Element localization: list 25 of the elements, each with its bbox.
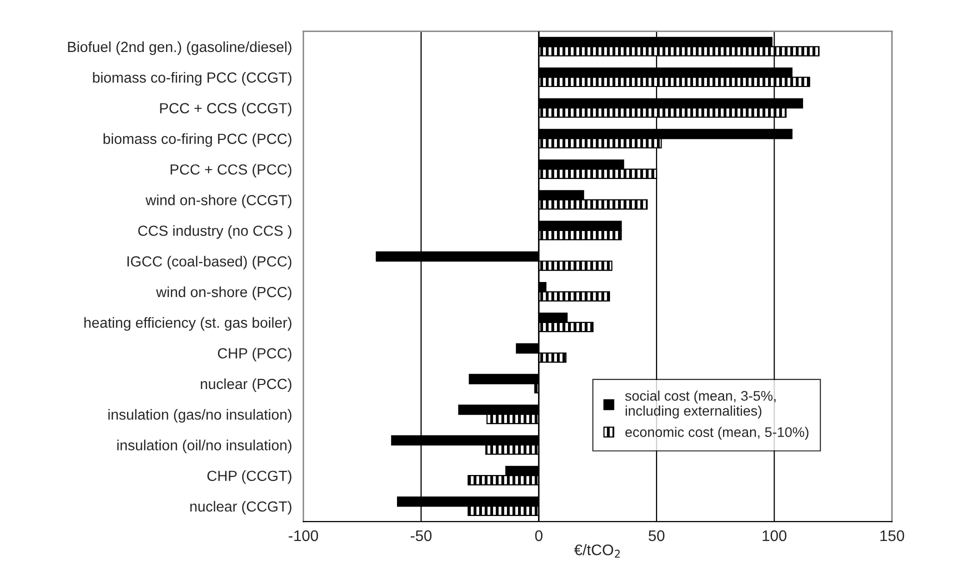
y-tick-label: biomass co-firing PCC (PCC): [104, 133, 292, 147]
y-tick-label: CCS industry (no CCS ): [138, 225, 292, 239]
y-tick-label: nuclear (PCC): [200, 378, 292, 392]
legend-label: economic cost (mean, 5-10%): [625, 426, 808, 440]
y-tick-label: PCC + CCS (CCGT): [160, 102, 292, 116]
y-tick-label: IGCC (coal-based) (PCC): [127, 256, 292, 270]
y-tick-label: insulation (gas/no insulation): [108, 409, 292, 423]
x-tick-label: -100: [288, 530, 318, 542]
x-axis-title: €/tCO$_{2}$: [574, 544, 620, 558]
y-tick-label: wind on-shore (PCC): [156, 286, 292, 300]
x-tick-label: -50: [410, 530, 432, 542]
y-tick-label: insulation (oil/no insulation): [117, 440, 292, 454]
legend-label: social cost (mean, 3-5%, including externalities): [625, 390, 776, 418]
x-tick-label: 50: [648, 530, 664, 542]
y-tick-label: biomass co-firing PCC (CCGT): [93, 72, 292, 86]
y-tick-label: nuclear (CCGT): [190, 500, 292, 515]
y-tick-label: Biofuel (2nd gen.) (gasoline/diesel): [68, 41, 292, 55]
y-tick-label: PCC + CCS (PCC): [170, 164, 292, 178]
x-tick-label: 0: [535, 530, 542, 542]
x-tick-label: 100: [762, 530, 786, 542]
y-tick-label: heating efficiency (st. gas boiler): [84, 317, 292, 331]
y-tick-label: CHP (CCGT): [207, 470, 292, 484]
y-tick-label: wind on-shore (CCGT): [146, 194, 292, 208]
x-tick-label: 150: [880, 530, 904, 542]
y-tick-label: CHP (PCC): [218, 348, 292, 362]
